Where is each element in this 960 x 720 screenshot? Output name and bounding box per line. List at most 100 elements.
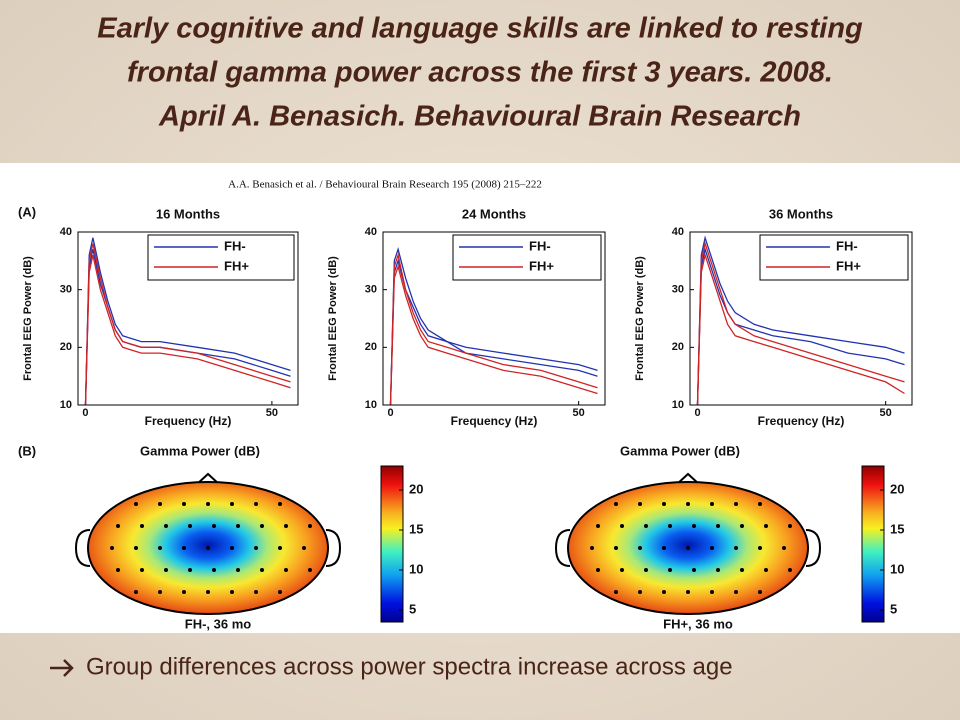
electrode — [230, 502, 234, 506]
x-axis-label: Frequency (Hz) — [145, 414, 232, 428]
legend-label: FH- — [529, 238, 551, 253]
electrode — [254, 590, 258, 594]
electrode — [236, 524, 240, 528]
x-tick-label: 0 — [387, 407, 393, 419]
colorbar-tick-label: 5 — [890, 601, 897, 616]
electrode — [710, 590, 714, 594]
electrode — [284, 568, 288, 572]
electrode — [764, 524, 768, 528]
electrode — [212, 524, 216, 528]
y-tick-label: 10 — [365, 399, 377, 411]
spectrum-line — [389, 252, 598, 406]
chart-title: 24 Months — [462, 206, 526, 221]
y-tick-label: 30 — [60, 284, 72, 296]
electrode — [158, 590, 162, 594]
electrode — [116, 524, 120, 528]
electrode — [644, 524, 648, 528]
spectrum-line — [84, 254, 291, 406]
legend — [759, 234, 909, 281]
legend — [147, 234, 295, 281]
electrode — [692, 524, 696, 528]
electrode — [740, 524, 744, 528]
electrode — [620, 524, 624, 528]
arrow — [50, 659, 74, 677]
ear — [805, 529, 822, 567]
electrode — [206, 502, 210, 506]
electrode — [254, 546, 258, 550]
colorbar-tick-label: 15 — [890, 521, 904, 536]
legend-label: FH+ — [529, 258, 554, 273]
electrode — [620, 568, 624, 572]
spectrum-line — [84, 243, 291, 406]
electrode — [254, 502, 258, 506]
title-line: April A. Benasich. Behavioural Brain Res… — [158, 101, 801, 133]
electrode — [212, 568, 216, 572]
electrode — [206, 590, 210, 594]
electrode — [638, 546, 642, 550]
electrode — [716, 524, 720, 528]
electrode — [158, 502, 162, 506]
colorbar — [380, 465, 404, 623]
electrode — [230, 546, 234, 550]
electrode — [686, 590, 690, 594]
electrode — [182, 546, 186, 550]
electrode — [788, 524, 792, 528]
chart-title: Gamma Power (dB) — [620, 443, 740, 458]
spectrum-line — [389, 264, 598, 406]
electrode — [638, 590, 642, 594]
electrode — [278, 546, 282, 550]
legend-label: FH- — [836, 238, 858, 253]
electrode — [140, 568, 144, 572]
electrode — [686, 546, 690, 550]
electrode — [758, 590, 762, 594]
electrode — [230, 590, 234, 594]
panel-label: (A) — [18, 204, 36, 219]
ear — [74, 529, 91, 567]
ear — [325, 529, 342, 567]
legend-label: FH- — [224, 238, 246, 253]
ear — [554, 529, 571, 567]
colorbar-tick-label: 20 — [890, 481, 904, 496]
colorbar-tick-label: 15 — [409, 521, 423, 536]
chart-title: 36 Months — [769, 206, 833, 221]
electrode — [614, 590, 618, 594]
electrode — [188, 524, 192, 528]
spectrum-line — [389, 247, 598, 406]
spectrum-line — [696, 235, 905, 406]
panel-label: (B) — [18, 443, 36, 458]
electrode — [764, 568, 768, 572]
y-axis-label: Frontal EEG Power (dB) — [22, 256, 34, 381]
electrode — [164, 568, 168, 572]
electrode — [734, 590, 738, 594]
electrode — [662, 590, 666, 594]
electrode — [140, 524, 144, 528]
electrode — [788, 568, 792, 572]
electrode — [614, 546, 618, 550]
x-tick-label: 0 — [82, 407, 88, 419]
legend — [452, 234, 602, 281]
colorbar-tick-label: 20 — [409, 481, 423, 496]
electrode — [740, 568, 744, 572]
x-axis-label: Frequency (Hz) — [451, 414, 538, 428]
y-tick-label: 10 — [60, 399, 72, 411]
y-tick-label: 30 — [365, 284, 377, 296]
electrode — [110, 546, 114, 550]
electrode — [596, 524, 600, 528]
plot-frame — [382, 231, 606, 406]
electrode — [782, 546, 786, 550]
electrode — [284, 524, 288, 528]
title-line: Early cognitive and language skills are … — [97, 13, 863, 45]
electrode — [710, 546, 714, 550]
electrode — [278, 590, 282, 594]
plot-frame — [689, 231, 913, 406]
y-tick-label: 20 — [672, 341, 684, 353]
electrode — [686, 502, 690, 506]
colorbar-tick-label: 5 — [409, 601, 416, 616]
x-tick-label: 50 — [266, 407, 278, 419]
spectrum-line — [389, 258, 598, 406]
electrode — [596, 568, 600, 572]
spectrum-line — [696, 252, 905, 406]
electrode — [182, 590, 186, 594]
y-tick-label: 10 — [672, 399, 684, 411]
y-axis-label: Frontal EEG Power (dB) — [327, 256, 339, 381]
